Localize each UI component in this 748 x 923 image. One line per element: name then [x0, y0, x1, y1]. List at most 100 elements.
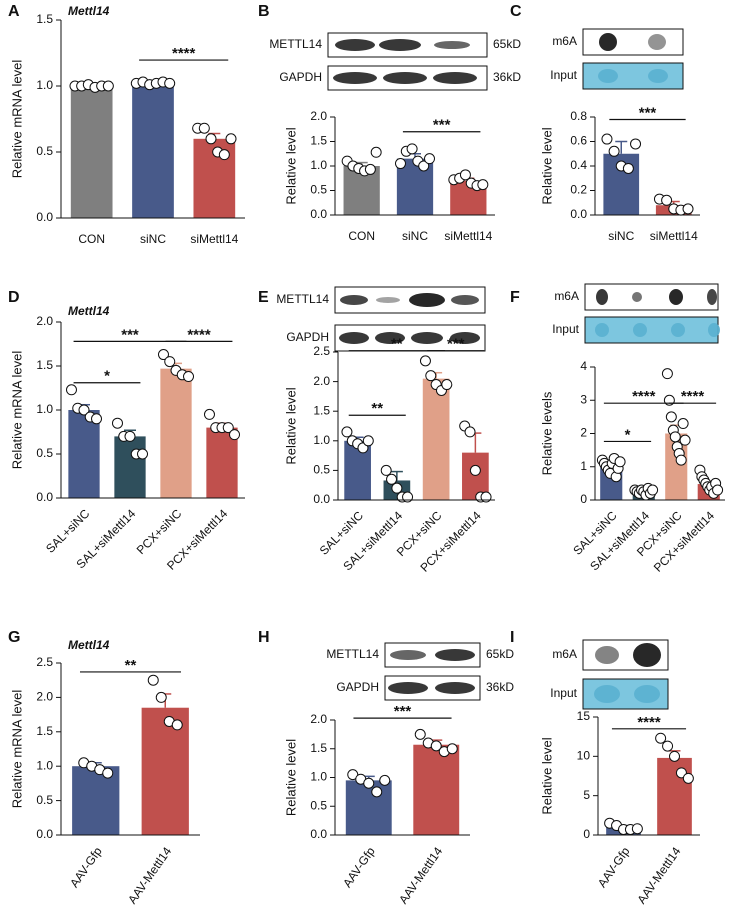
y-tick-label: 0.5	[36, 793, 53, 807]
data-point	[147, 674, 159, 686]
data-point	[608, 145, 620, 157]
data-point	[164, 356, 176, 368]
panel-letter: G	[8, 629, 20, 646]
x-tick-label: siMettl14	[190, 232, 238, 246]
data-point	[665, 411, 677, 423]
blot-label: GAPDH	[336, 680, 379, 694]
data-point	[630, 138, 642, 150]
x-tick-label: siMettl14	[444, 229, 492, 243]
blot-label: GAPDH	[279, 70, 322, 84]
bar	[345, 780, 392, 835]
x-tick-label: SAL+siNC	[43, 506, 93, 556]
y-tick-label: 1.0	[36, 758, 53, 772]
data-point	[225, 133, 237, 145]
data-point	[371, 786, 383, 798]
significance-label: **	[391, 336, 403, 353]
significance-label: ***	[121, 326, 139, 343]
y-tick-label: 1.5	[313, 403, 330, 417]
blot-size: 65kD	[486, 647, 514, 661]
x-tick-label: AAV-Gfp	[595, 844, 633, 890]
blot-band	[409, 293, 445, 307]
y-tick-label: 0.8	[570, 109, 587, 123]
blot-band	[632, 292, 642, 302]
blot-band	[633, 643, 661, 667]
y-tick-label: 0.0	[310, 827, 327, 841]
data-point	[669, 750, 680, 762]
y-tick-label: 0.6	[570, 134, 587, 148]
x-tick-label: AAV-Gfp	[67, 844, 105, 890]
data-point	[406, 143, 418, 155]
significance-label: ***	[394, 703, 412, 720]
data-point	[477, 179, 489, 191]
blot-size: 65kD	[493, 37, 521, 51]
bar	[160, 368, 192, 498]
blot-band	[648, 69, 668, 83]
significance-label: ****	[187, 326, 211, 343]
x-tick-label: AAV-Gfp	[340, 844, 378, 890]
y-tick-label: 2.0	[36, 314, 53, 328]
significance-label: *	[625, 426, 631, 443]
panel-letter: E	[258, 289, 269, 306]
data-point	[341, 426, 353, 438]
data-point	[111, 417, 123, 429]
blot-band	[335, 39, 375, 51]
blot-label: METTL14	[326, 647, 379, 661]
data-point	[155, 691, 167, 703]
y-tick-label: 0.0	[36, 490, 53, 504]
y-tick-label: 1	[580, 459, 587, 473]
blot-band	[434, 41, 470, 49]
blot-band	[634, 685, 660, 703]
significance-label: ***	[639, 104, 657, 121]
significance-label: *	[104, 368, 110, 385]
blot-band	[333, 72, 377, 84]
y-tick-label: 0.0	[313, 492, 330, 506]
y-tick-label: 0.5	[36, 144, 53, 158]
y-tick-label: 0	[583, 827, 590, 841]
data-point	[402, 491, 414, 503]
panel-letter: D	[8, 289, 20, 306]
panel-letter: I	[510, 629, 514, 646]
x-tick-label: AAV-Mettl14	[396, 844, 445, 906]
data-point	[102, 767, 114, 779]
data-point	[459, 169, 471, 181]
y-axis-label: Relative level	[539, 737, 554, 814]
bar	[657, 757, 692, 835]
panel-letter: H	[258, 629, 270, 646]
blot-band	[435, 682, 475, 694]
blot-label: Input	[552, 322, 579, 336]
data-point	[157, 349, 169, 361]
blot-band	[708, 323, 720, 337]
y-tick-label: 0.2	[570, 183, 587, 197]
x-tick-label: siMettl14	[650, 229, 698, 243]
blot-size: 36kD	[493, 70, 521, 84]
data-point	[601, 133, 613, 145]
significance-label: ****	[681, 388, 705, 405]
blot-band	[596, 289, 608, 305]
y-tick-label: 2.0	[313, 374, 330, 388]
y-tick-label: 2.5	[36, 655, 53, 669]
data-point	[137, 448, 149, 460]
bar	[72, 766, 120, 835]
blot-band	[633, 323, 647, 337]
blot-box	[582, 28, 684, 56]
y-tick-label: 0.0	[36, 827, 53, 841]
y-tick-label: 1.0	[36, 78, 53, 92]
y-tick-label: 1.0	[310, 770, 327, 784]
data-point	[102, 80, 114, 92]
data-point	[441, 379, 453, 391]
panel-letter: A	[8, 3, 20, 20]
y-tick-label: 1.5	[310, 134, 327, 148]
data-point	[446, 743, 458, 755]
y-axis-label: Relative mRNA level	[9, 690, 24, 809]
y-tick-label: 2.0	[36, 690, 53, 704]
panel-letter: C	[510, 3, 522, 20]
panel-letter: F	[510, 289, 520, 306]
y-tick-label: 1.0	[313, 433, 330, 447]
data-point	[414, 728, 426, 740]
y-tick-label: 2	[580, 426, 587, 440]
x-tick-label: CON	[78, 232, 105, 246]
blot-band	[595, 323, 609, 337]
x-tick-label: AAV-Mettl14	[634, 844, 683, 906]
data-point	[78, 404, 90, 416]
data-point	[379, 774, 391, 786]
